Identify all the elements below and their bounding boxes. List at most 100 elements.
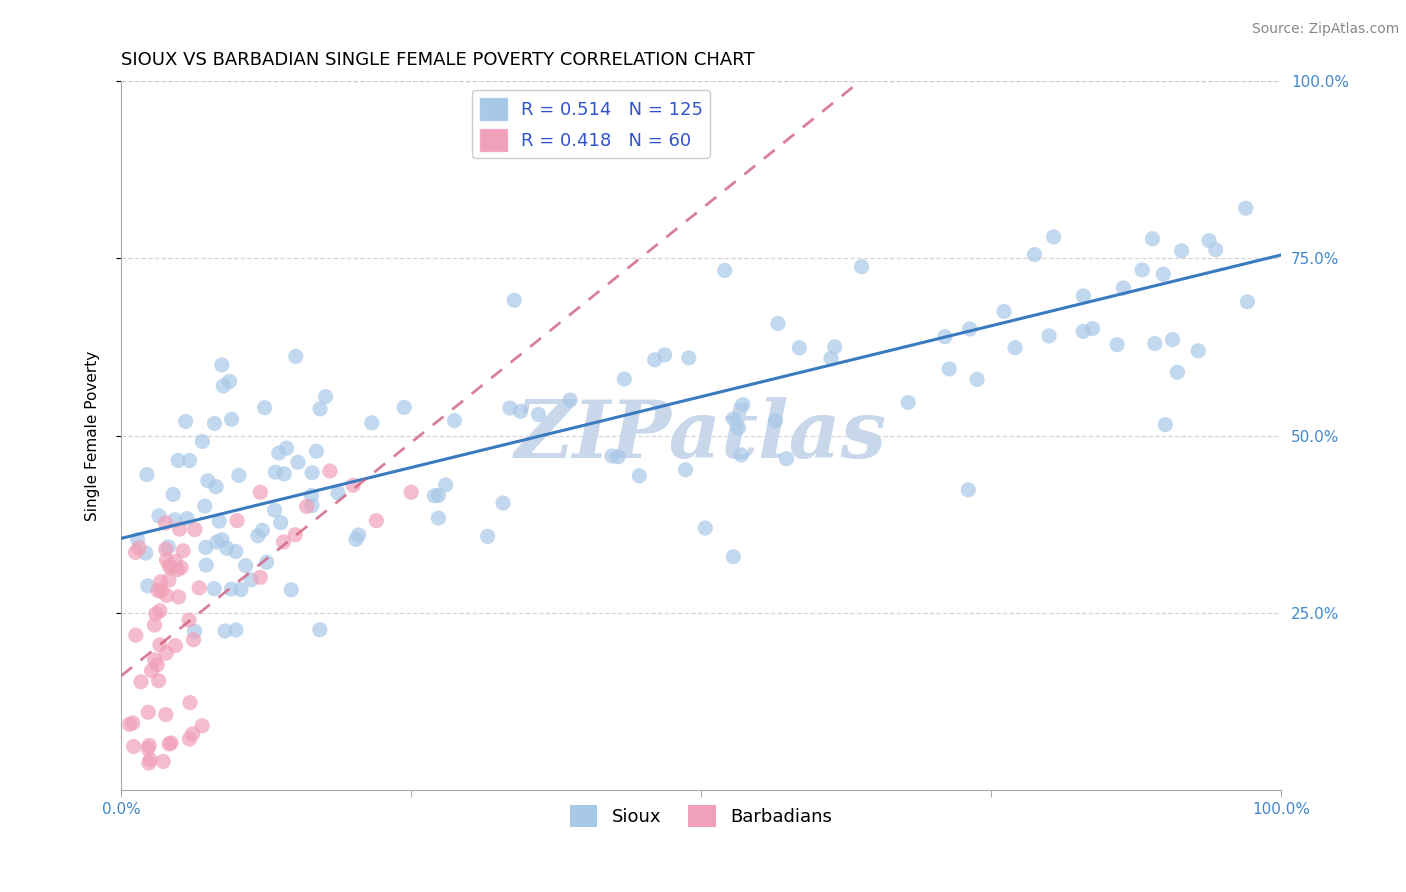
Legend: Sioux, Barbadians: Sioux, Barbadians [564, 797, 839, 834]
Point [344, 533, 367, 547]
Point [1205, 243, 1227, 257]
Point [183, 624, 205, 639]
Point [503, 293, 526, 308]
Point [301, 499, 323, 513]
Point [1142, 232, 1164, 246]
Point [366, 514, 388, 528]
Point [957, 483, 980, 497]
Point [162, 487, 184, 501]
Point [212, 379, 235, 393]
Point [226, 514, 249, 528]
Point [166, 563, 188, 577]
Point [284, 350, 307, 364]
Point [167, 453, 190, 467]
Point [1042, 230, 1064, 244]
Point [183, 632, 205, 647]
Point [1112, 281, 1135, 295]
Point [160, 560, 183, 574]
Point [527, 408, 550, 422]
Point [270, 516, 292, 530]
Point [730, 448, 752, 462]
Point [155, 707, 177, 722]
Point [160, 736, 183, 750]
Point [766, 317, 789, 331]
Point [149, 604, 172, 618]
Point [157, 573, 180, 587]
Point [1004, 341, 1026, 355]
Point [157, 540, 180, 554]
Point [225, 623, 247, 637]
Point [256, 555, 278, 569]
Point [157, 558, 180, 573]
Point [613, 372, 636, 386]
Point [146, 583, 169, 598]
Point [146, 657, 169, 672]
Point [1130, 263, 1153, 277]
Point [205, 480, 228, 494]
Point [195, 558, 218, 573]
Point [143, 618, 166, 632]
Point [136, 579, 159, 593]
Point [155, 646, 177, 660]
Point [342, 478, 364, 492]
Point [1236, 294, 1258, 309]
Point [1187, 343, 1209, 358]
Point [789, 341, 811, 355]
Point [179, 696, 201, 710]
Point [225, 544, 247, 558]
Point [499, 401, 522, 415]
Point [143, 653, 166, 667]
Point [695, 521, 717, 535]
Point [163, 513, 186, 527]
Point [157, 737, 180, 751]
Point [125, 628, 148, 642]
Point [938, 362, 960, 376]
Point [1071, 325, 1094, 339]
Point [295, 500, 318, 514]
Point [240, 573, 263, 587]
Point [264, 465, 287, 479]
Point [155, 516, 177, 530]
Point [197, 474, 219, 488]
Point [723, 412, 745, 426]
Point [218, 374, 240, 388]
Point [194, 541, 217, 555]
Point [1166, 365, 1188, 379]
Point [1152, 267, 1174, 281]
Point [775, 451, 797, 466]
Point [221, 582, 243, 596]
Point [654, 348, 676, 362]
Point [727, 421, 749, 435]
Point [477, 529, 499, 543]
Point [136, 741, 159, 756]
Point [139, 753, 162, 767]
Point [149, 574, 172, 589]
Point [127, 533, 149, 547]
Point [136, 467, 159, 482]
Point [229, 582, 252, 597]
Point [121, 715, 143, 730]
Point [211, 358, 233, 372]
Point [204, 417, 226, 431]
Point [1038, 329, 1060, 343]
Point [177, 613, 200, 627]
Point [308, 623, 330, 637]
Point [361, 416, 384, 430]
Point [273, 467, 295, 481]
Point [399, 485, 422, 500]
Point [678, 351, 700, 365]
Point [214, 624, 236, 638]
Point [172, 543, 194, 558]
Point [170, 560, 193, 574]
Point [273, 535, 295, 549]
Point [443, 414, 465, 428]
Point [165, 554, 187, 568]
Point [249, 570, 271, 584]
Point [165, 639, 187, 653]
Point [1234, 201, 1257, 215]
Point [675, 463, 697, 477]
Point [176, 511, 198, 525]
Point [966, 372, 988, 386]
Point [184, 523, 207, 537]
Point [1170, 244, 1192, 258]
